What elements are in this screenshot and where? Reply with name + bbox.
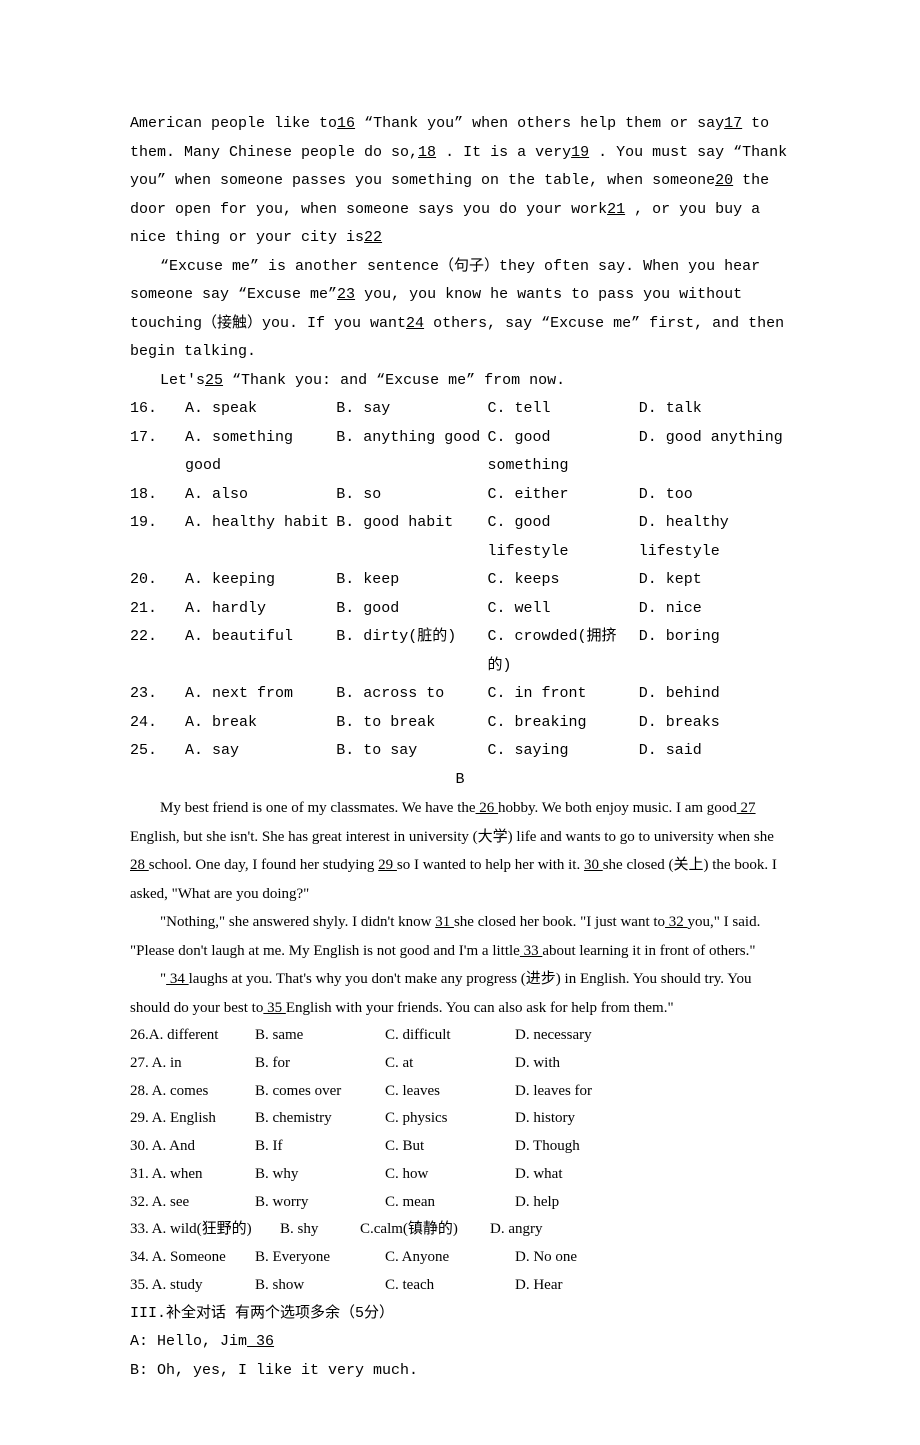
blank-19: 19 [571, 144, 589, 161]
blank-27: 27 [737, 800, 756, 816]
blank-20: 20 [715, 172, 733, 189]
blank-30: 30 [584, 857, 603, 873]
blank-23: 23 [337, 286, 355, 303]
blank-33: 33 [520, 943, 543, 959]
blank-17: 17 [724, 115, 742, 132]
q25: 25.A. sayB. to sayC. sayingD. said [130, 737, 790, 766]
blank-31: 31 [435, 914, 454, 930]
q32: 32. A. seeB. worryC. meanD. help [130, 1189, 790, 1217]
text: she closed her book. "I just want to [454, 914, 665, 930]
q17: 17.A. something goodB. anything goodC. g… [130, 424, 790, 481]
text: about learning it in front of others." [542, 943, 755, 959]
text: school. One day, I found her studying [149, 857, 378, 873]
blank-28: 28 [130, 857, 149, 873]
blank-36: 36 [247, 1333, 274, 1350]
questions-a: 16.A. speakB. sayC. tellD. talk 17.A. so… [130, 395, 790, 766]
dialog-line-a: A: Hello, Jim 36 [130, 1328, 790, 1357]
heading-b: B [130, 766, 790, 795]
passage-a-p1: American people like to16 “Thank you” wh… [130, 110, 790, 253]
q30: 30. A. AndB. IfC. ButD. Though [130, 1133, 790, 1161]
q33: 33. A. wild(狂野的)B. shyC.calm(镇静的)D. angr… [130, 1216, 790, 1244]
q27: 27. A. inB. forC. atD. with [130, 1050, 790, 1078]
q16: 16.A. speakB. sayC. tellD. talk [130, 395, 790, 424]
text: English with your friends. You can also … [286, 1000, 674, 1016]
passage-a-p3: Let's25 “Thank you: and “Excuse me” from… [130, 367, 790, 396]
q23: 23.A. next fromB. across toC. in frontD.… [130, 680, 790, 709]
blank-18: 18 [418, 144, 436, 161]
blank-22: 22 [364, 229, 382, 246]
q31: 31. A. whenB. whyC. howD. what [130, 1161, 790, 1189]
q22: 22.A. beautifulB. dirty(脏的)C. crowded(拥挤… [130, 623, 790, 680]
blank-26: 26 [476, 800, 499, 816]
passage-b-p1: My best friend is one of my classmates. … [130, 794, 790, 908]
text: English, but she isn't. She has great in… [130, 829, 774, 845]
q35: 35. A. studyB. showC. teachD. Hear [130, 1272, 790, 1300]
questions-b: 26.A. differentB. sameC. difficultD. nec… [130, 1022, 790, 1300]
blank-21: 21 [607, 201, 625, 218]
text: “Thank you: and “Excuse me” from now. [232, 372, 565, 389]
passage-b-p2: "Nothing," she answered shyly. I didn't … [130, 908, 790, 965]
q24: 24.A. breakB. to breakC. breakingD. brea… [130, 709, 790, 738]
q19: 19.A. healthy habitB. good habitC. good … [130, 509, 790, 566]
section-3-title: III.补全对话 有两个选项多余（5分） [130, 1300, 790, 1329]
blank-25: 25 [205, 372, 223, 389]
blank-35: 35 [263, 1000, 286, 1016]
blank-32: 32 [665, 914, 688, 930]
q28: 28. A. comesB. comes overC. leavesD. lea… [130, 1078, 790, 1106]
text: . It is a very [445, 144, 571, 161]
blank-34: 34 [166, 971, 189, 987]
text: so I wanted to help her with it. [397, 857, 584, 873]
q26: 26.A. differentB. sameC. difficultD. nec… [130, 1022, 790, 1050]
passage-b-p3: " 34 laughs at you. That's why you don't… [130, 965, 790, 1022]
blank-29: 29 [378, 857, 397, 873]
q20: 20.A. keepingB. keepC. keepsD. kept [130, 566, 790, 595]
blank-24: 24 [406, 315, 424, 332]
text: "Nothing," she answered shyly. I didn't … [160, 914, 435, 930]
q21: 21.A. hardlyB. goodC. wellD. nice [130, 595, 790, 624]
q34: 34. A. SomeoneB. EveryoneC. AnyoneD. No … [130, 1244, 790, 1272]
text: My best friend is one of my classmates. … [160, 800, 476, 816]
text: hobby. We both enjoy music. I am good [498, 800, 737, 816]
passage-a-p2: “Excuse me” is another sentence（句子）they … [130, 253, 790, 367]
dialog-line-b: B: Oh, yes, I like it very much. [130, 1357, 790, 1386]
q29: 29. A. EnglishB. chemistryC. physicsD. h… [130, 1105, 790, 1133]
text: Let's [160, 372, 205, 389]
blank-16: 16 [337, 115, 355, 132]
q18: 18.A. alsoB. soC. eitherD. too [130, 481, 790, 510]
text: “Thank you” when others help them or say [364, 115, 724, 132]
text: American people like to [130, 115, 337, 132]
